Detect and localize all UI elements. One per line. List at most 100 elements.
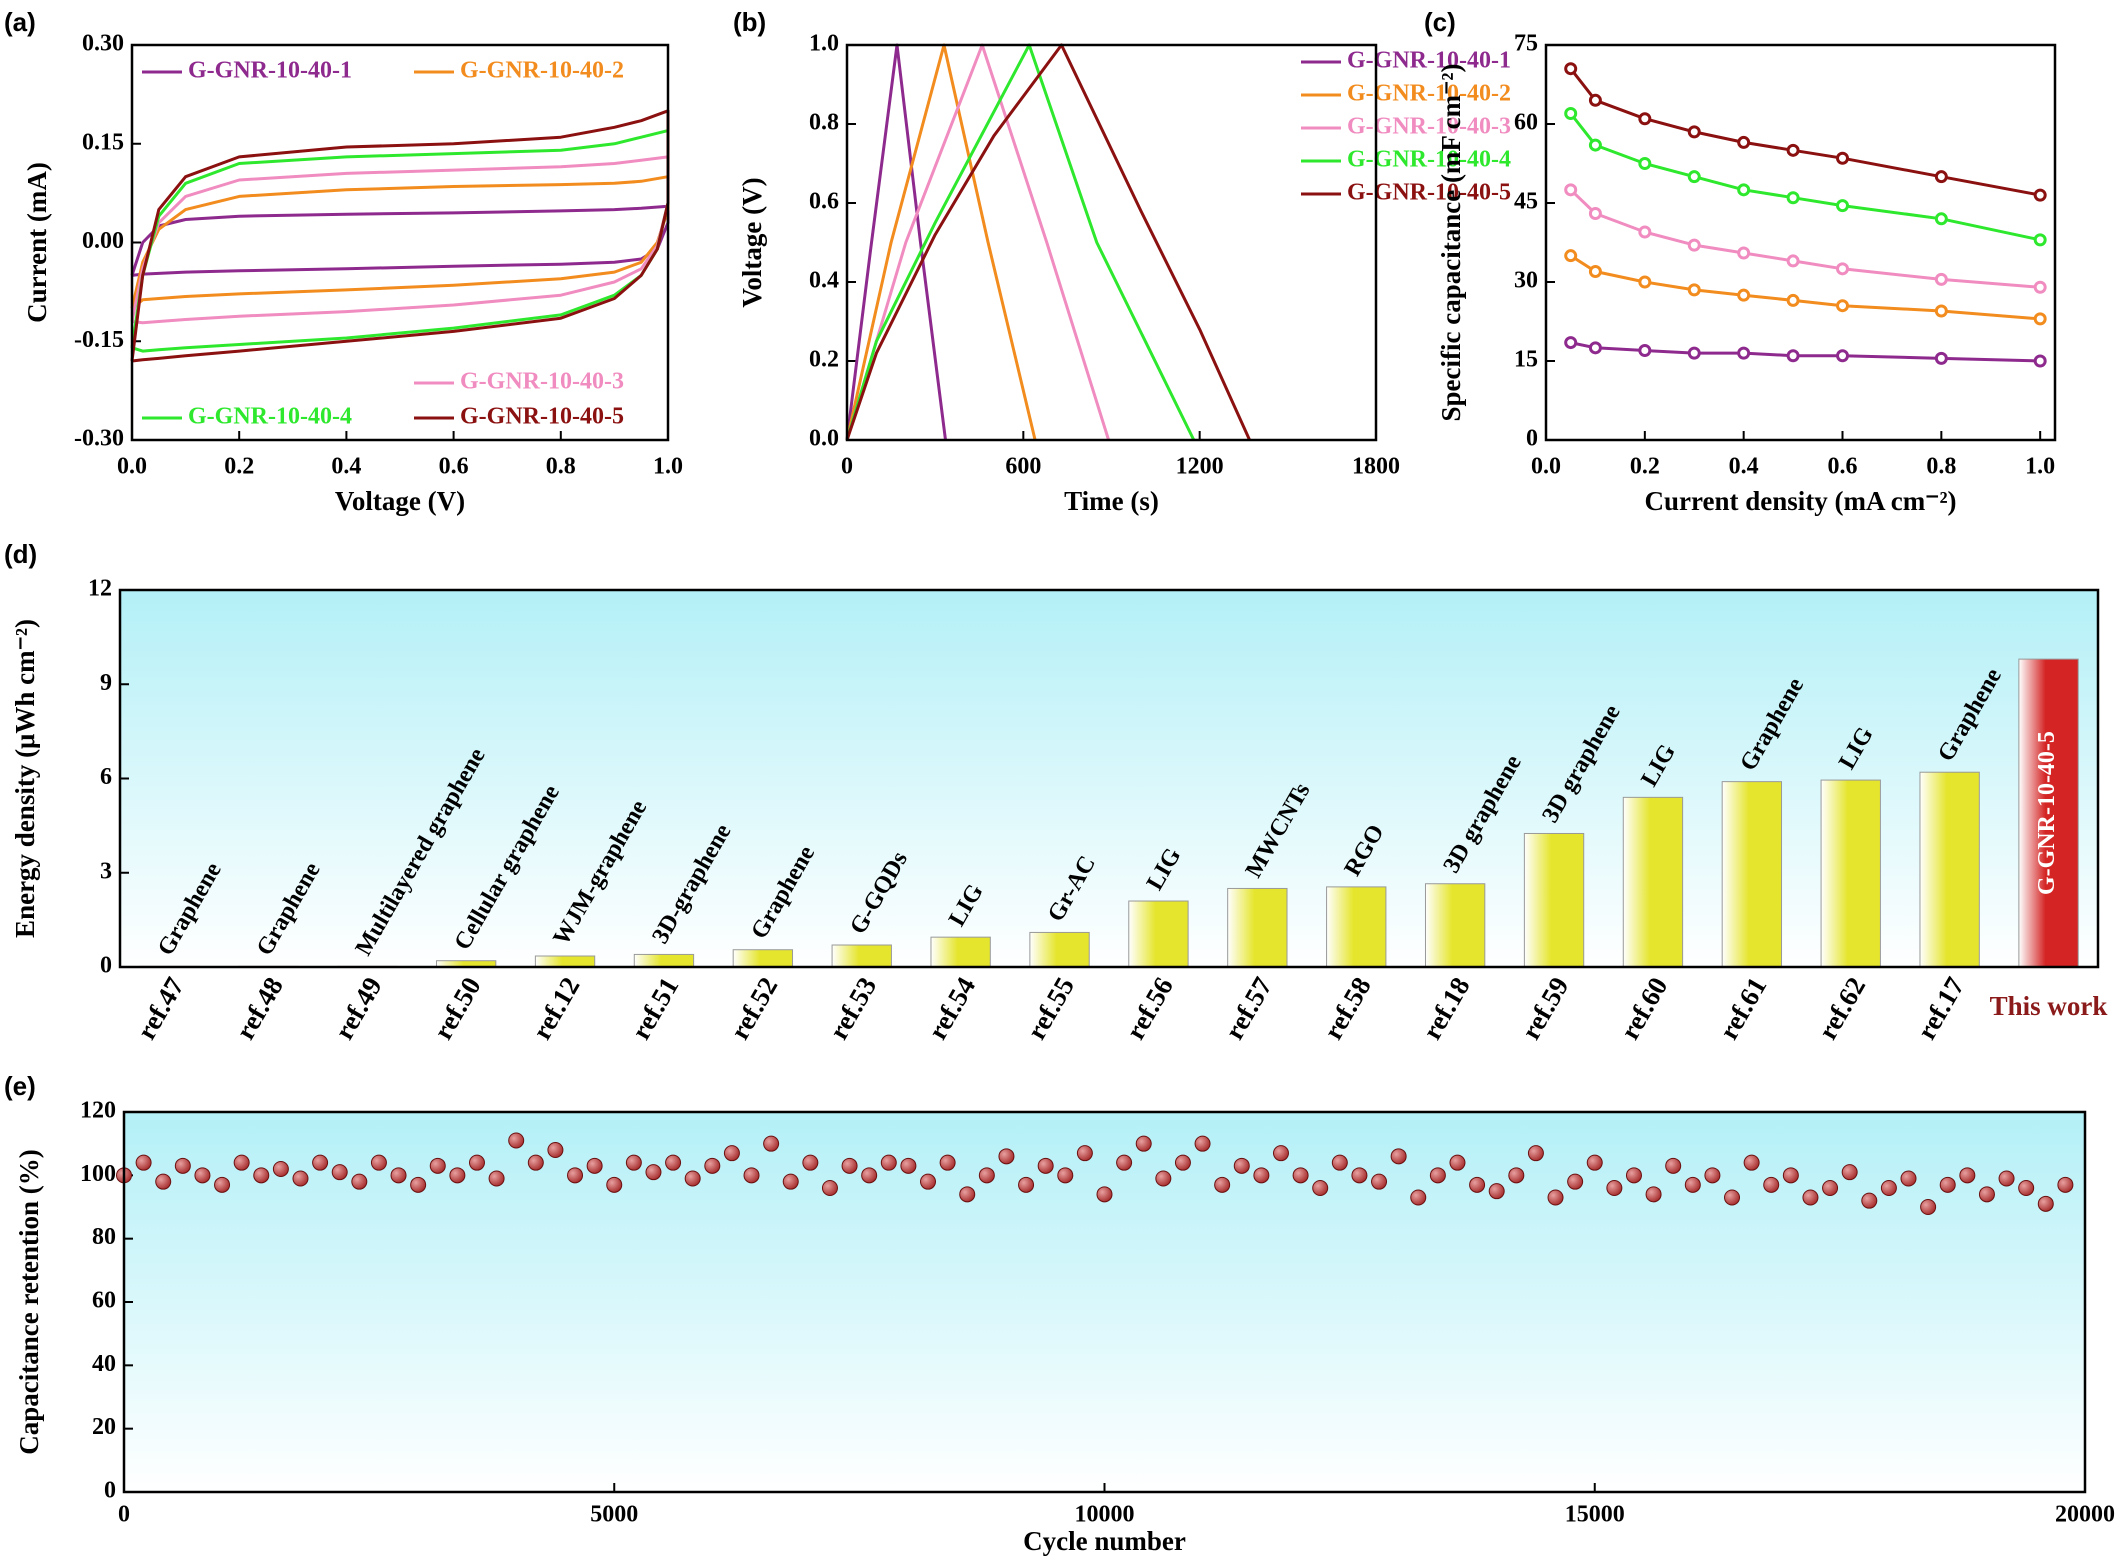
point: [1588, 93, 1602, 107]
x-tick-label: ref.58: [1318, 972, 1377, 1044]
point: [606, 1176, 623, 1193]
point: [468, 1154, 485, 1171]
point: [155, 1173, 172, 1190]
x-tick-label: ref.62: [1812, 972, 1871, 1044]
point: [1588, 138, 1602, 152]
x-tick-label: ref.51: [625, 972, 684, 1044]
point: [763, 1135, 780, 1152]
x-axis-label: Voltage (V): [335, 486, 465, 516]
point: [1687, 346, 1701, 360]
point: [1704, 1167, 1721, 1184]
panel-label: (d): [4, 539, 37, 569]
y-axis-label: Energy density (μWh cm⁻²): [10, 619, 40, 938]
point: [1665, 1157, 1682, 1174]
point: [1959, 1167, 1976, 1184]
legend-label: G-GNR-10-40-2: [460, 58, 624, 84]
point: [2037, 1195, 2054, 1212]
point: [1822, 1180, 1839, 1196]
bar: [1029, 931, 1090, 968]
point: [527, 1154, 544, 1171]
y-tick-label: -0.15: [74, 327, 124, 353]
point: [1508, 1167, 1525, 1184]
point: [1547, 1189, 1564, 1206]
point: [1920, 1199, 1937, 1215]
bar: [633, 953, 695, 968]
point: [645, 1164, 662, 1181]
bar: [1424, 883, 1486, 968]
x-tick-label: ref.56: [1120, 972, 1179, 1044]
point: [586, 1157, 603, 1174]
point: [1155, 1170, 1172, 1187]
point: [1194, 1135, 1211, 1152]
point: [1469, 1176, 1486, 1193]
y-tick-label: 0: [1526, 426, 1538, 452]
point: [1331, 1154, 1348, 1171]
y-tick-label: 0.15: [82, 129, 124, 155]
point: [429, 1157, 446, 1174]
point: [272, 1161, 289, 1177]
x-tick-label: 10000: [1075, 1502, 1135, 1528]
x-tick-label: ref.12: [527, 972, 586, 1044]
bar: [1820, 779, 1881, 968]
point: [2057, 1176, 2074, 1193]
y-tick-label: 12: [88, 576, 112, 602]
point: [370, 1154, 387, 1171]
point: [1586, 1154, 1603, 1171]
point: [1588, 264, 1602, 278]
y-tick-label: 45: [1514, 189, 1538, 215]
point: [508, 1132, 525, 1149]
point: [1836, 199, 1850, 213]
x-tick-label: 1.0: [2025, 454, 2055, 480]
x-tick-label: 0.6: [1828, 454, 1858, 480]
legend-label: G-GNR-10-40-5: [1347, 180, 1511, 206]
point: [1625, 1167, 1642, 1184]
x-tick-label: 0.8: [546, 454, 576, 480]
point: [959, 1186, 976, 1203]
point: [1272, 1145, 1289, 1162]
point: [1687, 238, 1701, 252]
bar: [1326, 886, 1387, 968]
point: [1564, 183, 1578, 197]
point: [410, 1176, 427, 1193]
point: [841, 1157, 858, 1174]
plot-background: [847, 45, 1376, 440]
point: [939, 1154, 956, 1171]
point: [1978, 1186, 1995, 1203]
point: [174, 1157, 191, 1174]
y-tick-label: 20: [92, 1414, 116, 1440]
point: [1841, 1164, 1858, 1181]
point: [1786, 143, 1800, 157]
x-tick-label: 0.4: [1729, 454, 1759, 480]
point: [1564, 62, 1578, 76]
point: [1836, 299, 1850, 313]
bar: [1128, 900, 1189, 968]
point: [1564, 336, 1578, 350]
y-axis-label: Capacitance retention (%): [14, 1149, 44, 1454]
x-tick-label: ref.54: [922, 972, 981, 1044]
bar: [831, 944, 892, 968]
point: [1737, 288, 1751, 302]
point: [2033, 312, 2047, 326]
point: [920, 1173, 937, 1190]
bar: [930, 936, 991, 968]
point: [1018, 1176, 1035, 1193]
y-tick-label: 0.30: [82, 31, 124, 57]
series-line: [845, 43, 1251, 441]
point: [1934, 170, 1948, 184]
point: [1638, 275, 1652, 289]
point: [1724, 1189, 1741, 1206]
point: [253, 1167, 270, 1184]
point: [390, 1167, 407, 1184]
point: [1606, 1180, 1623, 1196]
x-tick-label: ref.50: [428, 972, 487, 1044]
plot-frame: [1544, 43, 2057, 442]
point: [821, 1180, 838, 1196]
legend-label: G-GNR-10-40-1: [188, 58, 352, 84]
point: [978, 1167, 995, 1184]
point: [665, 1154, 682, 1171]
x-tick-label: 0.2: [1630, 454, 1660, 480]
panel-label: (c): [1424, 7, 1456, 37]
x-tick-label: 5000: [590, 1502, 638, 1528]
point: [1939, 1176, 1956, 1193]
